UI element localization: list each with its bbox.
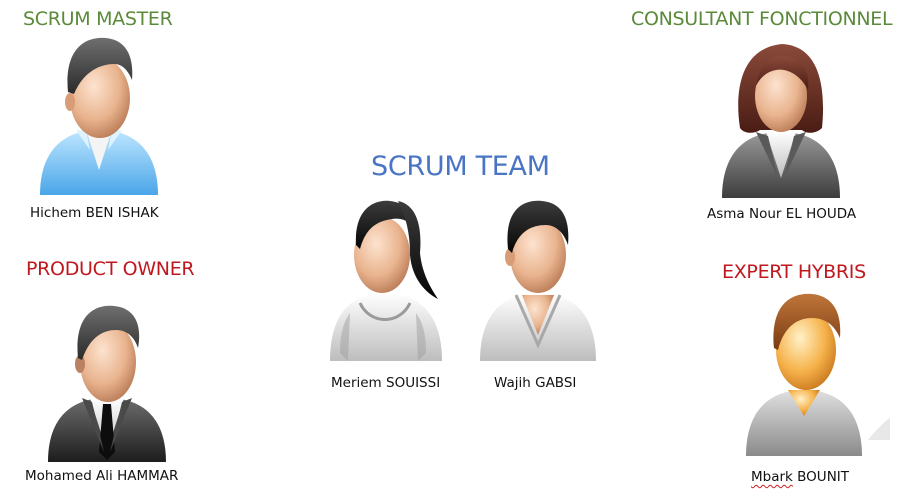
scrum-master-name: Hichem BEN ISHAK	[30, 205, 159, 221]
product-owner-name: Mohamed Ali HAMMAR	[25, 468, 179, 484]
man-blue-shirt-icon	[34, 30, 164, 200]
team-member-name: Wajih GABSI	[494, 375, 577, 391]
woman-ponytail-icon	[326, 193, 448, 365]
team-member-name: Meriem SOUISSI	[331, 375, 441, 391]
expert-last-name: BOUNIT	[797, 469, 850, 485]
consultant-name: Asma Nour EL HOUDA	[707, 206, 857, 222]
scrum-master-title: SCRUM MASTER	[23, 8, 173, 30]
woman-gray-jacket-icon	[716, 38, 846, 202]
consultant-title: CONSULTANT FONCTIONNEL	[631, 8, 893, 30]
scrum-team-title: SCRUM TEAM	[371, 151, 550, 182]
product-owner-title: PRODUCT OWNER	[26, 258, 195, 280]
man-white-robe-icon	[476, 195, 602, 365]
man-black-suit-icon	[42, 302, 172, 464]
expert-first-name: Mbark	[751, 469, 793, 485]
expert-title: EXPERT HYBRIS	[722, 261, 866, 283]
expert-name: Mbark BOUNIT	[751, 469, 849, 485]
man-gray-shirt-icon	[740, 290, 892, 462]
